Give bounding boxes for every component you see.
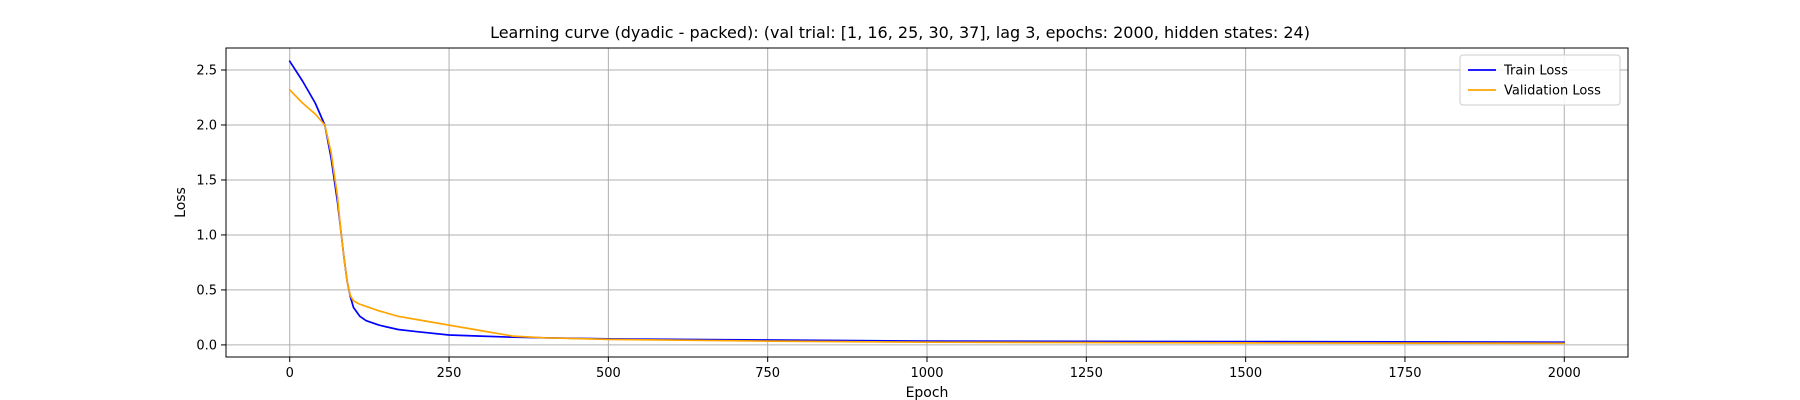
y-tick-label: 2.5 [196,63,217,78]
y-tick-label: 1.0 [196,228,217,243]
series-line-1 [288,88,1566,345]
x-tick-label: 500 [596,366,621,381]
series-lines [288,60,1566,345]
y-tick-label: 2.0 [196,118,217,133]
legend: Train Loss Validation Loss [1459,54,1621,106]
x-tick-label: 0 [286,366,294,381]
x-tick-label: 1500 [1229,366,1262,381]
legend-box [1459,54,1621,106]
y-axis-ticks: 0.0 0.5 1.0 1.5 2.0 2.5 [196,63,226,353]
x-tick-label: 250 [437,366,462,381]
x-tick-label: 1750 [1388,366,1421,381]
x-tick-label: 750 [755,366,780,381]
x-tick-label: 2000 [1548,366,1581,381]
grid-lines [226,48,1628,357]
y-tick-label: 0.5 [196,283,217,298]
chart-title: Learning curve (dyadic - packed): (val t… [490,23,1310,42]
x-tick-label: 1000 [910,366,943,381]
legend-entry-label: Train Loss [1503,64,1568,79]
x-axis-ticks: 0 250 500 750 1000 1250 1500 1750 2000 [286,357,1581,381]
legend-entry-label: Validation Loss [1504,84,1601,99]
y-tick-label: 0.0 [196,338,217,353]
x-axis-label: Epoch [906,385,949,400]
y-axis-label: Loss [173,187,189,218]
y-tick-label: 1.5 [196,173,217,188]
x-tick-label: 1250 [1070,366,1103,381]
